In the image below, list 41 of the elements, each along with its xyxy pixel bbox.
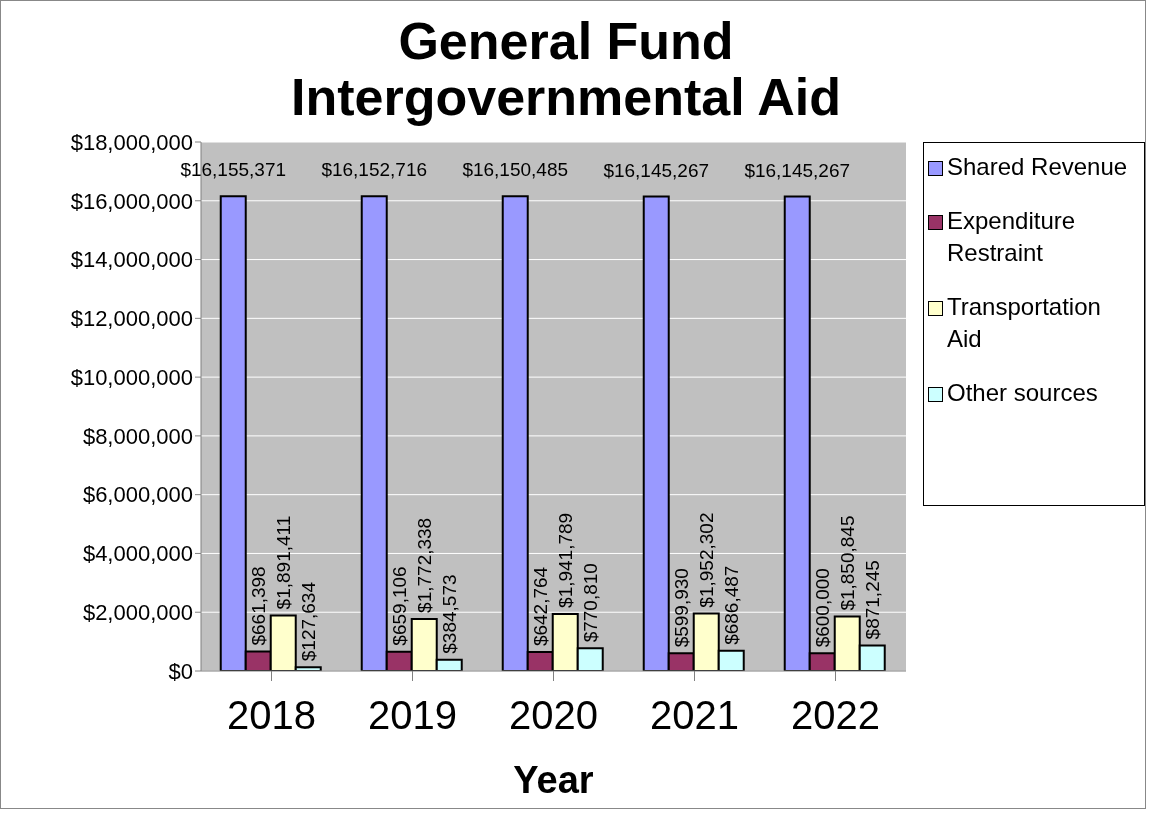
legend-label: Expenditure Restraint: [947, 206, 1077, 268]
data-label: $384,573: [438, 574, 460, 654]
y-tick-label: $14,000,000: [70, 247, 193, 273]
legend-label: Transportation Aid: [947, 292, 1102, 354]
data-label: $1,941,789: [554, 512, 576, 608]
y-tick-label: $18,000,000: [70, 129, 193, 155]
data-label: $1,850,845: [836, 515, 858, 611]
data-label: $16,145,267: [603, 159, 710, 181]
data-label: $642,764: [529, 566, 551, 647]
y-tick-label: $2,000,000: [82, 600, 193, 626]
data-label: $1,891,411: [272, 515, 294, 610]
data-label: $16,155,371: [180, 159, 287, 181]
data-label: $1,772,338: [413, 517, 435, 613]
chart-title: General Fund Intergovernmental Aid: [290, 12, 842, 126]
y-tick-label: $10,000,000: [70, 364, 193, 390]
data-label: $16,152,716: [321, 159, 428, 181]
x-tick-label: 2022: [791, 693, 880, 738]
y-tick-label: $4,000,000: [82, 541, 193, 567]
x-tick-label: 2019: [368, 693, 457, 738]
y-tick-label: $16,000,000: [70, 188, 193, 214]
x-tick-label: 2020: [509, 693, 598, 738]
data-label: $686,487: [720, 565, 742, 645]
data-label: $659,106: [388, 566, 410, 646]
data-label: $16,150,485: [462, 159, 569, 181]
y-tick-label: $6,000,000: [82, 482, 193, 508]
data-label: $127,634: [297, 581, 319, 662]
legend-label: Shared Revenue: [947, 152, 1128, 182]
data-label: $770,810: [579, 563, 601, 643]
x-tick-label: 2021: [650, 693, 739, 738]
x-tick-label: 2018: [227, 693, 316, 738]
y-tick-label: $12,000,000: [70, 306, 193, 332]
x-axis-title: Year: [513, 759, 594, 801]
data-label: $599,930: [670, 568, 692, 648]
data-label: $661,398: [247, 566, 269, 646]
legend-label: Other sources: [947, 378, 1098, 408]
y-tick-label: $0: [168, 658, 193, 684]
data-label: $1,952,302: [695, 512, 717, 608]
y-tick-label: $8,000,000: [82, 423, 193, 449]
data-label: $871,245: [861, 560, 883, 640]
data-label: $16,145,267: [744, 159, 851, 181]
data-label: $600,000: [811, 568, 833, 648]
